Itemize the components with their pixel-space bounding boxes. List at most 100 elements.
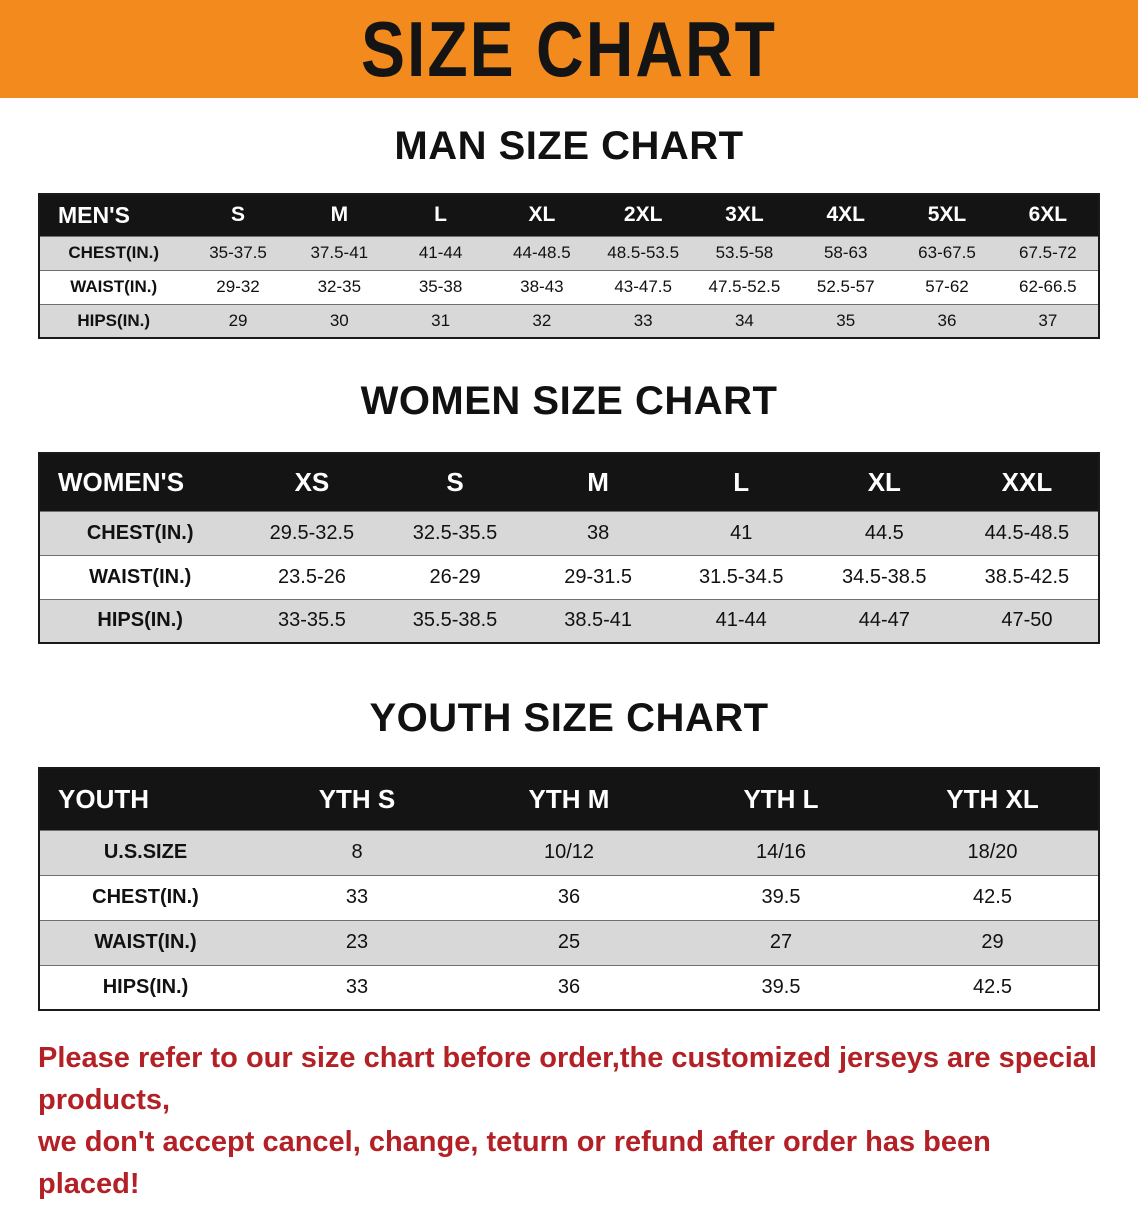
value-cell: 41: [669, 510, 813, 555]
value-cell: 44.5: [812, 510, 956, 555]
youth-size-table: YOUTH YTH S YTH M YTH L YTH XL U.S.SIZE 8 10/12…: [38, 767, 1100, 1011]
row-label: WAIST(IN.): [39, 269, 188, 304]
measurement-row: HIPS(IN.) 33-35.5 35.5-38.5 38.5-41 41-44 44-…: [39, 598, 1099, 643]
value-cell: 38.5-41: [526, 598, 670, 643]
measurement-row: U.S.SIZE 8 10/12 14/16 18/20: [39, 829, 1099, 875]
measurement-row: CHEST(IN.) 35-37.5 37.5-41 41-44 44-48.5 48.5…: [39, 235, 1099, 270]
value-cell: 57-62: [896, 269, 998, 304]
value-cell: 29: [187, 303, 289, 338]
value-cell: 32: [491, 303, 593, 338]
row-label: HIPS(IN.): [39, 598, 241, 643]
value-cell: 10/12: [463, 829, 675, 875]
value-cell: 29.5-32.5: [240, 510, 384, 555]
women-size-table: WOMEN'S XS S M L XL XXL CHEST(IN.) 29.5-32.5 32.5…: [38, 452, 1100, 644]
value-cell: 39.5: [675, 964, 887, 1010]
youth-section-heading: YOUTH SIZE CHART: [369, 696, 769, 740]
value-cell: 33: [592, 303, 694, 338]
disclaimer-line-2: we don't accept cancel, change, teturn o…: [38, 1126, 991, 1201]
value-cell: 37.5-41: [288, 235, 390, 270]
size-header-cell: XL: [867, 466, 901, 497]
value-cell: 29-32: [187, 269, 289, 304]
value-cell: 62-66.5: [997, 269, 1099, 304]
value-cell: 33: [251, 874, 463, 920]
measurement-row: HIPS(IN.) 29 30 31 32 33 34 35 36 37: [39, 303, 1099, 338]
value-cell: 34: [693, 303, 796, 338]
size-header-cell: YTH M: [528, 783, 610, 814]
value-cell: 58-63: [795, 235, 897, 270]
value-cell: 36: [463, 874, 675, 920]
measurement-row: WAIST(IN.) 23 25 27 29: [39, 919, 1099, 965]
measurement-row: HIPS(IN.) 33 36 39.5 42.5: [39, 964, 1099, 1010]
value-cell: 44-47: [812, 598, 956, 643]
size-header-cell: YTH S: [318, 783, 396, 814]
value-cell: 35-37.5: [187, 235, 289, 270]
value-cell: 33: [251, 964, 463, 1010]
size-header-cell: XL: [528, 203, 556, 227]
measurement-row: WAIST(IN.) 23.5-26 26-29 29-31.5 31.5-34.5 34…: [39, 554, 1099, 599]
table-title-cell: MEN'S: [58, 201, 130, 228]
row-label: CHEST(IN.): [39, 235, 188, 270]
value-cell: 39.5: [675, 874, 887, 920]
value-cell: 42.5: [887, 874, 1099, 920]
size-header-cell: S: [446, 466, 464, 497]
value-cell: 47.5-52.5: [693, 269, 796, 304]
size-chart-content: MAN SIZE CHART MEN'S S M L XL 2XL 3XL 4XL 5XL 6XL…: [0, 124, 1138, 1205]
measurement-row: CHEST(IN.) 33 36 39.5 42.5: [39, 874, 1099, 920]
value-cell: 27: [675, 919, 887, 965]
value-cell: 32.5-35.5: [383, 510, 527, 555]
table-title-cell: YOUTH: [58, 783, 149, 814]
row-label: CHEST(IN.): [39, 510, 241, 555]
row-label: U.S.SIZE: [39, 829, 251, 875]
size-header-cell: 4XL: [826, 203, 865, 227]
size-header-cell: L: [733, 466, 750, 497]
value-cell: 36: [896, 303, 998, 338]
value-cell: 31: [389, 303, 492, 338]
value-cell: 52.5-57: [795, 269, 897, 304]
women-size-chart-section: WOMEN SIZE CHART WOMEN'S XS S M L XL XXL CHEST(…: [0, 379, 1138, 644]
value-cell: 37: [997, 303, 1099, 338]
value-cell: 18/20: [887, 829, 1099, 875]
value-cell: 33-35.5: [240, 598, 384, 643]
row-label: WAIST(IN.): [39, 919, 251, 965]
value-cell: 26-29: [383, 554, 527, 599]
value-cell: 41-44: [669, 598, 813, 643]
value-cell: 23.5-26: [240, 554, 384, 599]
value-cell: 31.5-34.5: [669, 554, 813, 599]
size-header-cell: M: [587, 466, 609, 497]
value-cell: 41-44: [389, 235, 492, 270]
value-cell: 32-35: [288, 269, 390, 304]
page-title: SIZE CHART: [361, 5, 777, 93]
size-header-cell: XXL: [1001, 466, 1053, 497]
value-cell: 34.5-38.5: [812, 554, 956, 599]
value-cell: 48.5-53.5: [592, 235, 694, 270]
size-header-cell: 6XL: [1028, 203, 1068, 227]
size-header-cell: L: [434, 203, 447, 227]
row-label: WAIST(IN.): [39, 554, 241, 599]
size-header-cell: YTH XL: [946, 783, 1039, 814]
size-header-cell: YTH L: [743, 783, 819, 814]
women-section-heading: WOMEN SIZE CHART: [360, 379, 778, 423]
value-cell: 29-31.5: [526, 554, 670, 599]
value-cell: 67.5-72: [997, 235, 1099, 270]
value-cell: 29: [887, 919, 1099, 965]
value-cell: 44-48.5: [491, 235, 593, 270]
size-header-cell: 5XL: [927, 203, 967, 227]
table-header-row: MEN'S S M L XL 2XL 3XL 4XL 5XL 6XL: [39, 194, 1099, 236]
table-header-row: WOMEN'S XS S M L XL XXL: [39, 453, 1099, 511]
value-cell: 35.5-38.5: [383, 598, 527, 643]
measurement-row: WAIST(IN.) 29-32 32-35 35-38 38-43 43-47.5 47.…: [39, 269, 1099, 304]
value-cell: 35: [795, 303, 897, 338]
value-cell: 30: [288, 303, 390, 338]
value-cell: 36: [463, 964, 675, 1010]
row-label: HIPS(IN.): [39, 964, 251, 1010]
value-cell: 38.5-42.5: [955, 554, 1099, 599]
value-cell: 38: [526, 510, 670, 555]
value-cell: 8: [251, 829, 463, 875]
value-cell: 44.5-48.5: [955, 510, 1099, 555]
value-cell: 42.5: [887, 964, 1099, 1010]
size-chart-banner: SIZE CHART: [0, 0, 1138, 98]
value-cell: 63-67.5: [896, 235, 998, 270]
size-header-cell: XS: [294, 466, 330, 497]
men-size-table: MEN'S S M L XL 2XL 3XL 4XL 5XL 6XL CHEST(IN.) 35-37…: [38, 193, 1100, 339]
value-cell: 47-50: [955, 598, 1099, 643]
